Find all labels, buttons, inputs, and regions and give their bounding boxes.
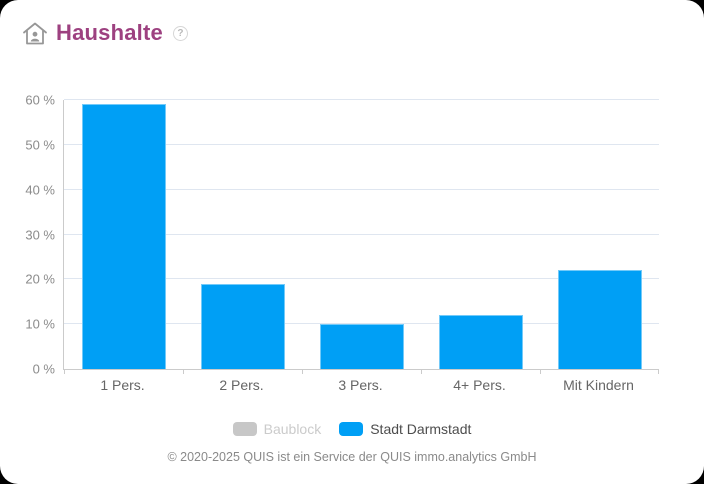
copyright-text: © 2020-2025 QUIS ist ein Service der QUI… [167, 450, 537, 464]
legend-swatch-baublock [232, 422, 257, 436]
gridline-30 [64, 233, 659, 235]
gridline-50 [64, 143, 659, 145]
legend-swatch-stadt-darmstadt [339, 422, 364, 436]
bar-mit-kindern[interactable] [557, 270, 642, 369]
plot-area [63, 99, 659, 374]
y-axis-label-40: 40 % [25, 182, 55, 198]
gridline-40 [64, 188, 659, 190]
gridline-10 [64, 323, 659, 325]
legend-label: Baublock [263, 421, 322, 437]
x-axis-label-mit-kindern: Mit Kindern [563, 377, 634, 393]
x-axis-label-2-pers: 2 Pers. [219, 377, 264, 393]
bar-4-pers[interactable] [438, 315, 523, 369]
gridline-20 [64, 278, 659, 280]
x-axis-tick [302, 369, 303, 374]
bar-2-pers[interactable] [200, 283, 285, 369]
y-axis-label-30: 30 % [25, 227, 55, 242]
page-title: Haushalte [56, 20, 163, 45]
y-axis-label-10: 10 % [25, 316, 55, 332]
help-icon[interactable]: ? [172, 25, 188, 41]
card-header: Haushalte ? [22, 20, 188, 46]
x-axis-label-1-pers: 1 Pers. [100, 377, 145, 393]
x-axis-label-4-pers: 4+ Pers. [453, 377, 506, 393]
legend-item-baublock[interactable]: Baublock [232, 421, 322, 437]
y-axis-label-50: 50 % [25, 137, 55, 153]
y-axis-label-0: 0 % [32, 361, 55, 377]
y-axis-label-20: 20 % [25, 271, 55, 287]
chart-legend: Baublock Stadt Darmstadt [0, 421, 704, 437]
bar-1-pers[interactable] [81, 104, 166, 369]
y-axis-label-60: 60 % [25, 92, 55, 108]
y-axis: 0 % 10 % 20 % 30 % 40 % 50 % 60 % [0, 94, 55, 376]
legend-item-stadt-darmstadt[interactable]: Stadt Darmstadt [339, 421, 471, 437]
bar-3-pers[interactable] [319, 324, 404, 369]
x-axis-tick [658, 369, 659, 374]
x-axis-tick [421, 369, 422, 374]
legend-label: Stadt Darmstadt [370, 421, 472, 437]
x-axis-label-3-pers: 3 Pers. [338, 377, 383, 393]
x-axis-tick [183, 369, 184, 374]
x-axis-tick [64, 369, 65, 374]
house-household-icon [23, 22, 47, 44]
x-axis: 1 Pers. 2 Pers. 3 Pers. 4+ Pers. Mit Kindern [63, 377, 658, 397]
x-axis-tick [540, 369, 541, 374]
gridline-60 [64, 99, 659, 100]
